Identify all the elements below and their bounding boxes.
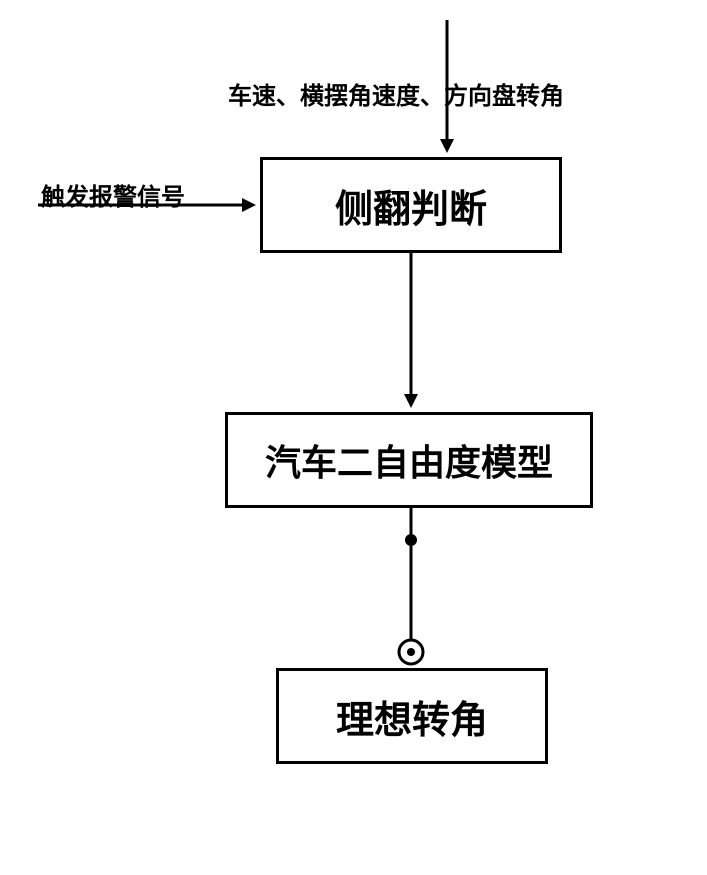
label-left-input: 触发报警信号 bbox=[41, 177, 185, 212]
terminator-dot-icon bbox=[407, 648, 415, 656]
node-ideal-angle-label: 理想转角 bbox=[336, 689, 488, 744]
label-top-input: 车速、横摆角速度、方向盘转角 bbox=[228, 76, 564, 111]
node-ideal-angle: 理想转角 bbox=[276, 668, 548, 764]
terminator-circle-icon bbox=[399, 640, 423, 664]
node-rollover-judgment-label: 侧翻判断 bbox=[335, 178, 487, 233]
node-2dof-model: 汽车二自由度模型 bbox=[225, 412, 593, 508]
node-rollover-judgment: 侧翻判断 bbox=[260, 157, 562, 253]
node-2dof-model-label: 汽车二自由度模型 bbox=[265, 434, 553, 486]
junction-dot-icon bbox=[405, 534, 417, 546]
